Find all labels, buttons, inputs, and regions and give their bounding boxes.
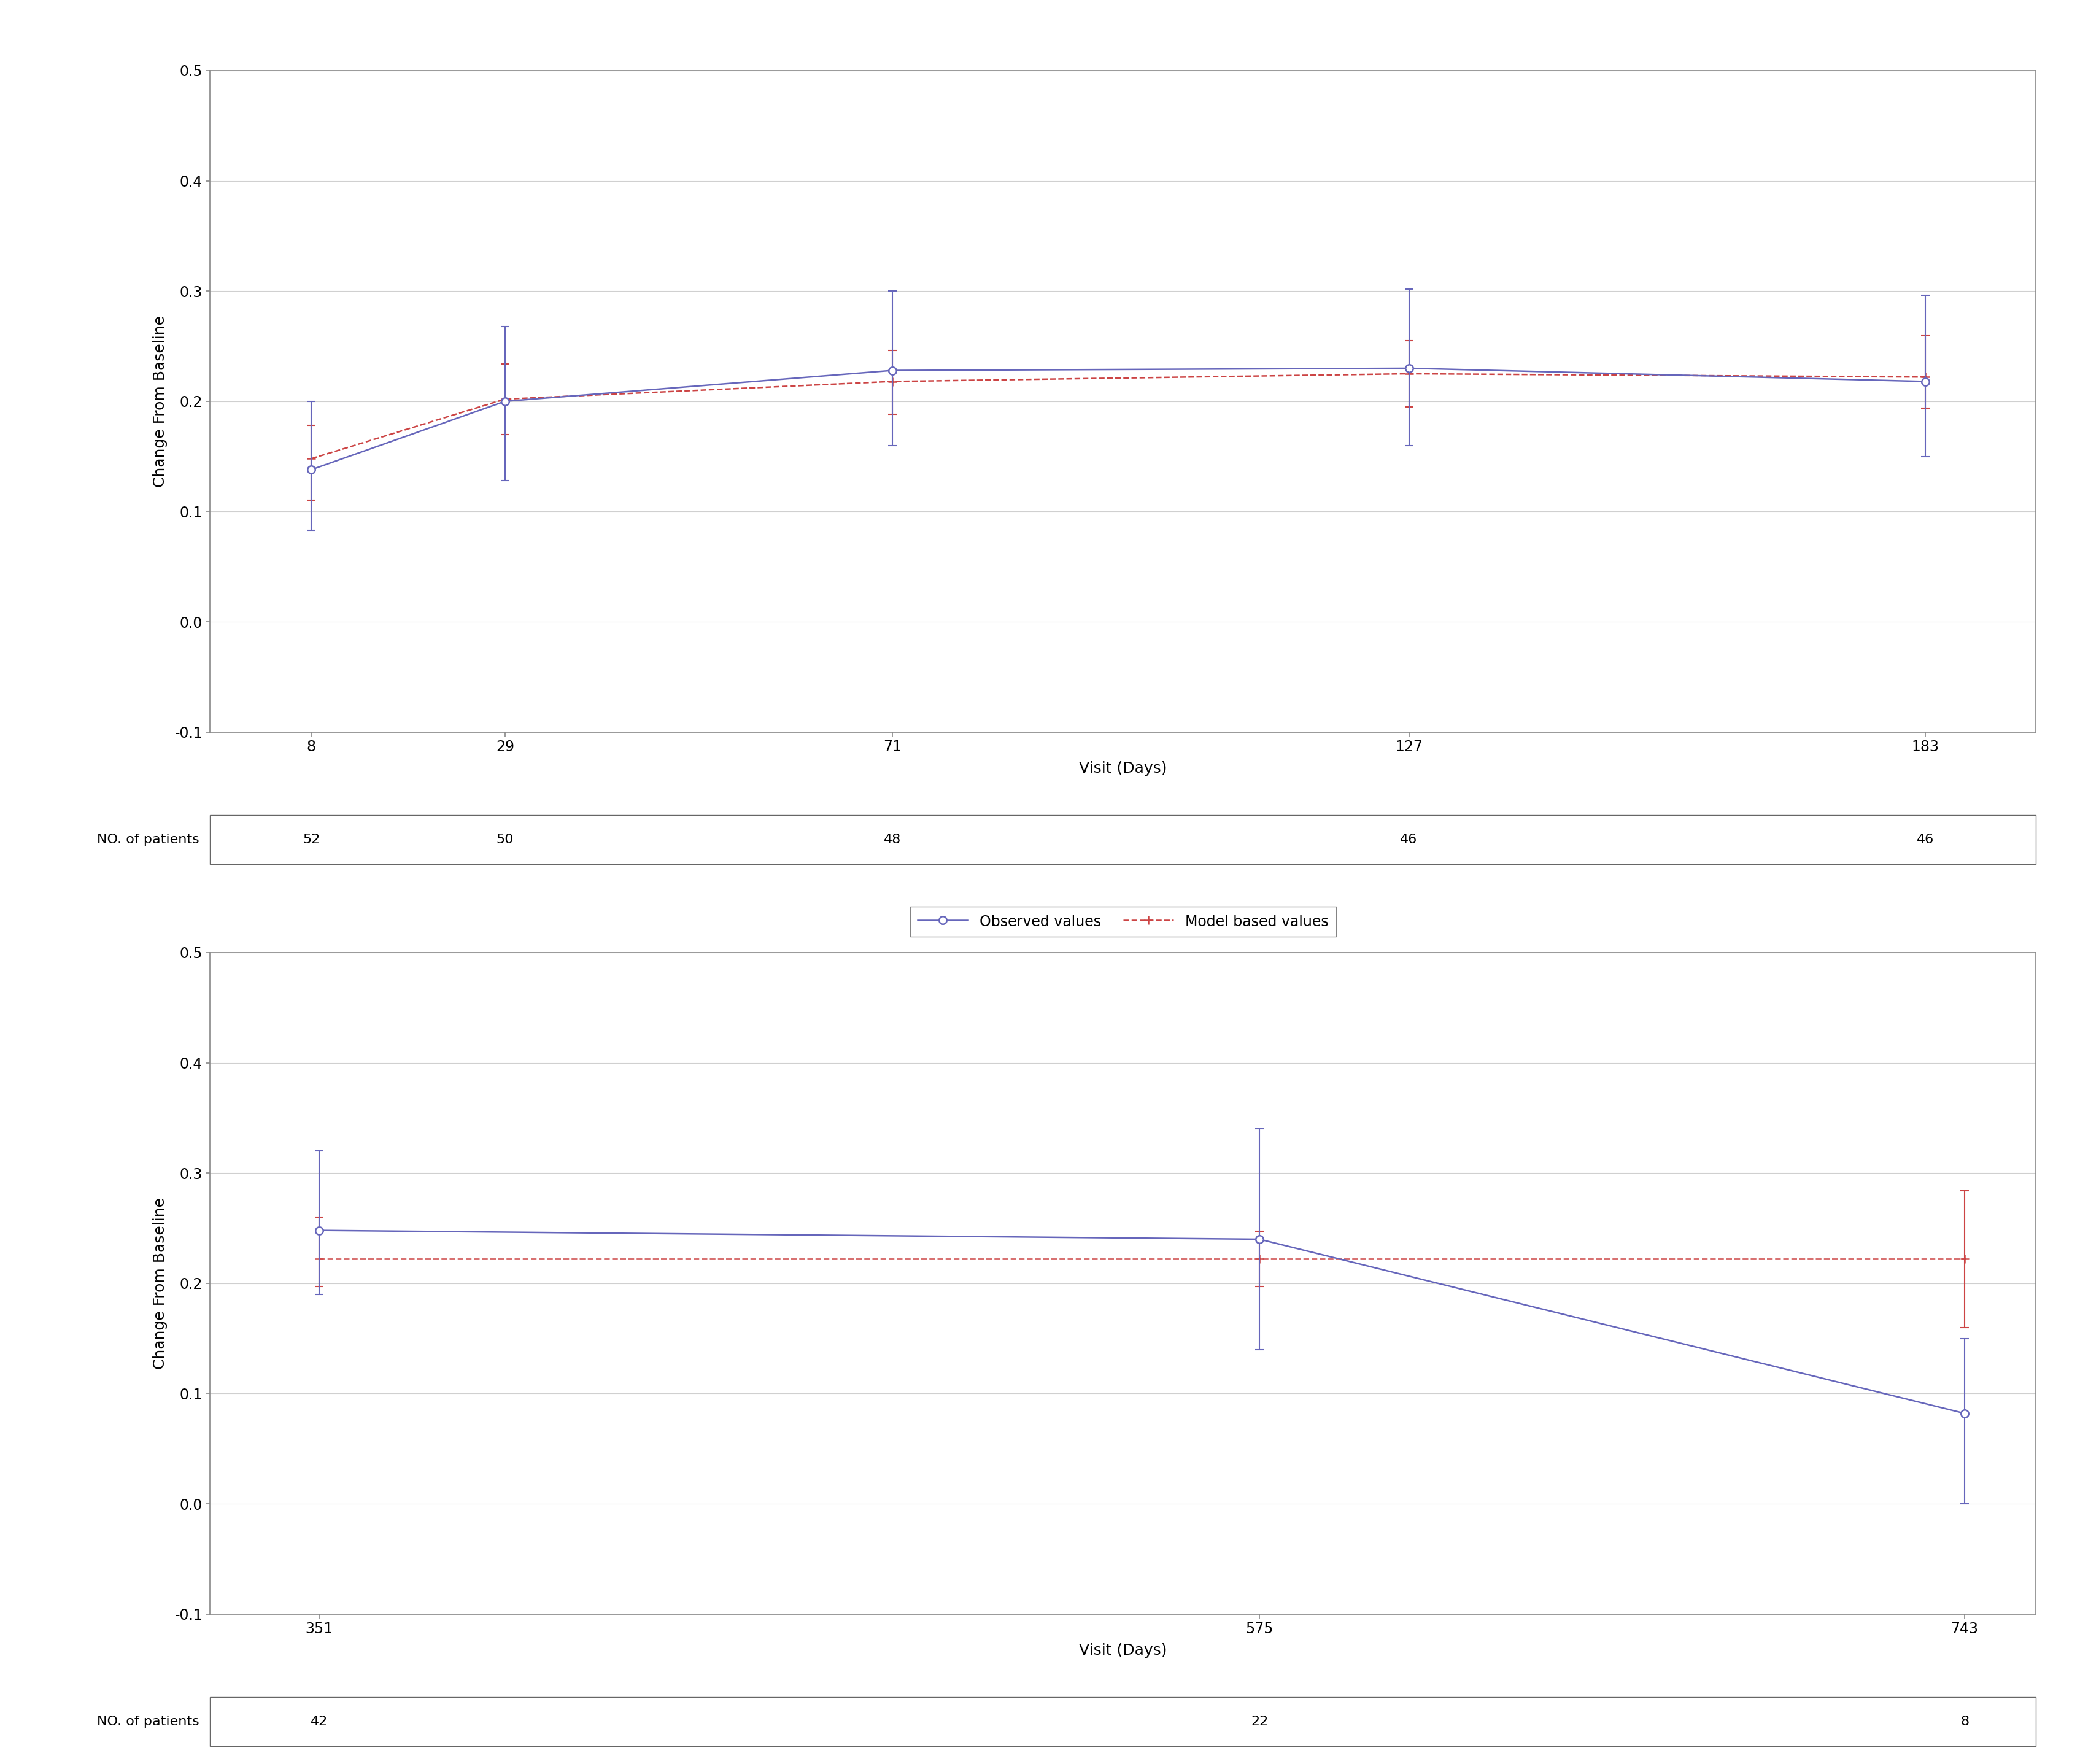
Text: 46: 46 [1916, 834, 1933, 845]
Line: Observed values: Observed values [315, 1226, 1969, 1416]
Model based values [1396, 363, 1421, 385]
Observed values [298, 459, 323, 480]
Legend: Observed values, Model based values: Observed values, Model based values [911, 907, 1335, 937]
Model based values [493, 388, 518, 409]
Model based values [879, 370, 905, 392]
X-axis label: Visit (Days): Visit (Days) [1079, 1642, 1167, 1658]
Observed values [493, 390, 518, 411]
Model based values [1952, 1249, 1977, 1270]
Model based values [1247, 1249, 1272, 1270]
Text: 48: 48 [884, 834, 900, 845]
Y-axis label: Change From Baseline: Change From Baseline [153, 316, 168, 487]
Observed values [1396, 358, 1421, 379]
X-axis label: Visit (Days): Visit (Days) [1079, 760, 1167, 776]
Observed values [306, 1221, 332, 1242]
Text: NO. of patients: NO. of patients [97, 834, 199, 845]
Model based values [1912, 367, 1937, 388]
Text: 52: 52 [302, 834, 319, 845]
Observed values [1247, 1228, 1272, 1249]
Text: 42: 42 [311, 1716, 327, 1727]
Observed values [879, 360, 905, 381]
Text: 8: 8 [1960, 1716, 1969, 1727]
Text: 50: 50 [495, 834, 514, 845]
Model based values [306, 1249, 332, 1270]
Y-axis label: Change From Baseline: Change From Baseline [153, 1198, 168, 1369]
Text: NO. of patients: NO. of patients [97, 1716, 199, 1727]
Line: Model based values: Model based values [315, 1254, 1969, 1263]
Text: 46: 46 [1400, 834, 1417, 845]
Line: Observed values: Observed values [309, 365, 1929, 473]
Line: Model based values: Model based values [306, 369, 1929, 462]
Text: 22: 22 [1251, 1716, 1268, 1727]
Model based values [298, 448, 323, 469]
Observed values [1912, 370, 1937, 392]
Observed values [1952, 1402, 1977, 1424]
